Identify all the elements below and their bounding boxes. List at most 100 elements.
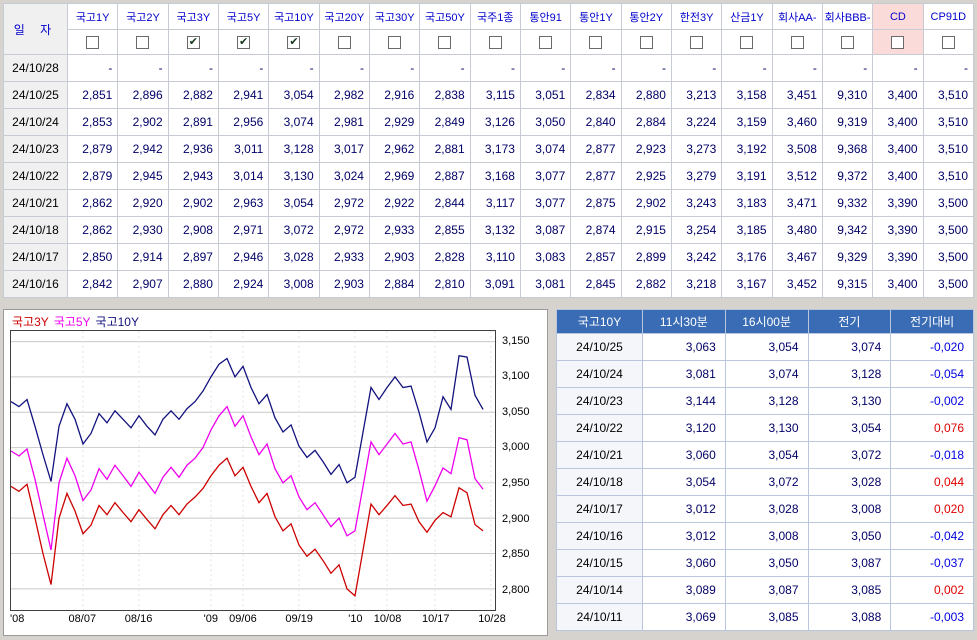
column-header-1[interactable]: 국고2Y: [118, 4, 168, 30]
column-checkbox-1[interactable]: [136, 36, 149, 49]
column-header-8[interactable]: 국주1종: [470, 4, 520, 30]
intraday-row[interactable]: 24/10/143,0893,0873,0850,002: [557, 577, 974, 604]
daily-yield-row[interactable]: 24/10/252,8512,8962,8822,9413,0542,9822,…: [4, 82, 974, 109]
yield-cell: 2,916: [369, 82, 419, 109]
intraday-header-3[interactable]: 전기: [808, 310, 891, 334]
yield-cell: 3,077: [520, 163, 570, 190]
column-header-0[interactable]: 국고1Y: [68, 4, 118, 30]
yield-cell: 2,875: [571, 190, 621, 217]
y-axis-label: 3,100: [502, 370, 530, 382]
column-checkbox-3[interactable]: ✔: [237, 36, 250, 49]
intraday-header-4[interactable]: 전기대비: [891, 310, 974, 334]
column-header-13[interactable]: 산금1Y: [722, 4, 772, 30]
column-checkbox-4[interactable]: ✔: [287, 36, 300, 49]
intraday-row[interactable]: 24/10/253,0633,0543,074-0,020: [557, 334, 974, 361]
yield-cell: 3,451: [772, 82, 822, 109]
x-axis-label: '08: [10, 613, 24, 625]
intraday-row[interactable]: 24/10/233,1443,1283,130-0,002: [557, 388, 974, 415]
column-header-17[interactable]: CP91D: [923, 4, 973, 30]
column-checkbox-8[interactable]: [489, 36, 502, 49]
column-header-15[interactable]: 회사BBB-: [822, 4, 872, 30]
intraday-row[interactable]: 24/10/173,0123,0283,0080,020: [557, 496, 974, 523]
intraday-header-1[interactable]: 11시30분: [643, 310, 726, 334]
daily-yield-row[interactable]: 24/10/212,8622,9202,9022,9633,0542,9722,…: [4, 190, 974, 217]
yield-cell: 2,834: [571, 82, 621, 109]
value-1600: 3,128: [725, 388, 808, 415]
yield-cell: 3,159: [722, 109, 772, 136]
column-header-7[interactable]: 국고50Y: [420, 4, 470, 30]
column-header-16[interactable]: CD: [873, 4, 923, 30]
column-checkbox-11[interactable]: [640, 36, 653, 49]
legend-item-0: 국고3Y: [12, 315, 49, 329]
value-diff: -0,037: [891, 550, 974, 577]
x-axis-label: 09/19: [285, 613, 313, 625]
y-axis-label: 2,950: [502, 477, 530, 489]
daily-yield-row[interactable]: 24/10/182,8622,9302,9082,9713,0722,9722,…: [4, 217, 974, 244]
yield-cell: -: [621, 55, 671, 82]
checkbox-cell-5: [319, 30, 369, 55]
yield-cell: 3,508: [772, 136, 822, 163]
column-header-6[interactable]: 국고30Y: [369, 4, 419, 30]
yield-cell: 2,933: [319, 244, 369, 271]
yield-cell: 3,400: [873, 109, 923, 136]
value-1600: 3,085: [725, 604, 808, 631]
intraday-row[interactable]: 24/10/223,1203,1303,0540,076: [557, 415, 974, 442]
yield-cell: 9,342: [822, 217, 872, 244]
daily-yield-row[interactable]: 24/10/222,8792,9452,9433,0143,1303,0242,…: [4, 163, 974, 190]
intraday-header-0[interactable]: 국고10Y: [557, 310, 643, 334]
intraday-row[interactable]: 24/10/113,0693,0853,088-0,003: [557, 604, 974, 631]
daily-yield-row[interactable]: 24/10/242,8532,9022,8912,9563,0742,9812,…: [4, 109, 974, 136]
yield-cell: 3,028: [269, 244, 319, 271]
yield-cell: 3,167: [722, 271, 772, 298]
daily-yield-row[interactable]: 24/10/162,8422,9072,8802,9243,0082,9032,…: [4, 271, 974, 298]
column-checkbox-17[interactable]: [942, 36, 955, 49]
column-checkbox-0[interactable]: [86, 36, 99, 49]
value-diff: -0,042: [891, 523, 974, 550]
column-header-4[interactable]: 국고10Y: [269, 4, 319, 30]
yield-cell: 2,902: [621, 190, 671, 217]
intraday-header-2[interactable]: 16시00분: [725, 310, 808, 334]
yield-cell: 3,213: [671, 82, 721, 109]
column-checkbox-5[interactable]: [338, 36, 351, 49]
column-checkbox-16[interactable]: [891, 36, 904, 49]
column-checkbox-14[interactable]: [791, 36, 804, 49]
column-checkbox-9[interactable]: [539, 36, 552, 49]
yield-cell: 3,176: [722, 244, 772, 271]
column-checkbox-6[interactable]: [388, 36, 401, 49]
column-checkbox-7[interactable]: [438, 36, 451, 49]
column-header-3[interactable]: 국고5Y: [218, 4, 268, 30]
intraday-row[interactable]: 24/10/163,0123,0083,050-0,042: [557, 523, 974, 550]
column-header-12[interactable]: 한전3Y: [671, 4, 721, 30]
column-header-5[interactable]: 국고20Y: [319, 4, 369, 30]
intraday-row[interactable]: 24/10/153,0603,0503,087-0,037: [557, 550, 974, 577]
column-header-10[interactable]: 통안1Y: [571, 4, 621, 30]
yield-cell: 2,862: [68, 190, 118, 217]
column-checkbox-15[interactable]: [841, 36, 854, 49]
column-checkbox-13[interactable]: [740, 36, 753, 49]
value-prev: 3,054: [808, 415, 891, 442]
value-diff: -0,018: [891, 442, 974, 469]
intraday-row[interactable]: 24/10/183,0543,0723,0280,044: [557, 469, 974, 496]
intraday-row[interactable]: 24/10/213,0603,0543,072-0,018: [557, 442, 974, 469]
chart-plot-area[interactable]: [10, 330, 496, 611]
daily-yield-row[interactable]: 24/10/172,8502,9142,8972,9463,0282,9332,…: [4, 244, 974, 271]
column-checkbox-10[interactable]: [589, 36, 602, 49]
column-header-11[interactable]: 통안2Y: [621, 4, 671, 30]
legend-item-1: 국고5Y: [54, 315, 91, 329]
x-axis-label: 08/16: [125, 613, 153, 625]
intraday-row[interactable]: 24/10/243,0813,0743,128-0,054: [557, 361, 974, 388]
column-header-14[interactable]: 회사AA-: [772, 4, 822, 30]
chart-svg: [11, 331, 495, 610]
yield-cell: 2,972: [319, 190, 369, 217]
column-checkbox-2[interactable]: ✔: [187, 36, 200, 49]
column-header-2[interactable]: 국고3Y: [168, 4, 218, 30]
yield-cell: 2,810: [420, 271, 470, 298]
yield-cell: 2,925: [621, 163, 671, 190]
column-header-9[interactable]: 통안91: [520, 4, 570, 30]
yield-cell: 3,191: [722, 163, 772, 190]
daily-yield-row[interactable]: 24/10/232,8792,9422,9363,0113,1283,0172,…: [4, 136, 974, 163]
yield-cell: 3,074: [520, 136, 570, 163]
yield-cell: 2,887: [420, 163, 470, 190]
daily-yield-row[interactable]: 24/10/28------------------: [4, 55, 974, 82]
column-checkbox-12[interactable]: [690, 36, 703, 49]
